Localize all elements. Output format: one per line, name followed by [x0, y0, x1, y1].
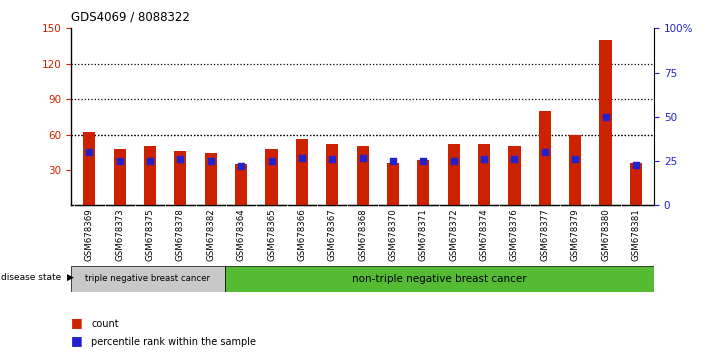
Text: non-triple negative breast cancer: non-triple negative breast cancer: [352, 274, 527, 284]
Bar: [114, 149, 126, 205]
Text: GSM678382: GSM678382: [206, 208, 215, 261]
Point: [448, 158, 459, 164]
Bar: [265, 149, 277, 205]
Text: GSM678380: GSM678380: [601, 208, 610, 261]
Point: [144, 158, 156, 164]
Text: GSM678372: GSM678372: [449, 208, 458, 261]
Point: [570, 156, 581, 162]
Point: [539, 149, 550, 155]
Point: [205, 158, 216, 164]
Text: GSM678374: GSM678374: [480, 208, 488, 261]
Text: triple negative breast cancer: triple negative breast cancer: [85, 274, 210, 283]
Text: GSM678381: GSM678381: [631, 208, 641, 261]
Text: GSM678366: GSM678366: [297, 208, 306, 261]
Text: GSM678368: GSM678368: [358, 208, 367, 261]
Point: [266, 158, 277, 164]
Point: [417, 158, 429, 164]
Point: [84, 149, 95, 155]
Point: [600, 114, 611, 120]
Text: percentile rank within the sample: percentile rank within the sample: [91, 337, 256, 347]
Bar: [387, 163, 399, 205]
Point: [175, 156, 186, 162]
Bar: [83, 132, 95, 205]
Text: GSM678376: GSM678376: [510, 208, 519, 261]
Point: [114, 158, 125, 164]
Bar: [144, 146, 156, 205]
Point: [509, 156, 520, 162]
Bar: [205, 153, 217, 205]
Text: GSM678375: GSM678375: [146, 208, 154, 261]
Text: GSM678378: GSM678378: [176, 208, 185, 261]
Bar: [448, 144, 460, 205]
Text: GSM678377: GSM678377: [540, 208, 550, 261]
Text: GSM678364: GSM678364: [237, 208, 245, 261]
Bar: [478, 144, 490, 205]
Bar: [417, 160, 429, 205]
Text: GDS4069 / 8088322: GDS4069 / 8088322: [71, 11, 190, 24]
Text: GSM678369: GSM678369: [85, 208, 94, 261]
Text: GSM678370: GSM678370: [388, 208, 397, 261]
Bar: [569, 135, 581, 205]
Text: GSM678373: GSM678373: [115, 208, 124, 261]
Text: disease state  ▶: disease state ▶: [1, 273, 73, 282]
Bar: [174, 151, 186, 205]
Bar: [235, 164, 247, 205]
Bar: [225, 266, 654, 292]
Point: [630, 162, 641, 167]
Point: [235, 164, 247, 169]
Bar: [356, 146, 369, 205]
Text: GSM678367: GSM678367: [328, 208, 337, 261]
Text: ■: ■: [71, 334, 83, 347]
Text: GSM678371: GSM678371: [419, 208, 428, 261]
Bar: [630, 163, 642, 205]
Bar: [71, 266, 225, 292]
Point: [479, 156, 490, 162]
Text: GSM678379: GSM678379: [571, 208, 579, 261]
Point: [357, 155, 368, 160]
Text: ■: ■: [71, 316, 83, 329]
Point: [387, 158, 399, 164]
Bar: [539, 111, 551, 205]
Bar: [296, 139, 308, 205]
Text: GSM678365: GSM678365: [267, 208, 276, 261]
Bar: [326, 144, 338, 205]
Bar: [599, 40, 611, 205]
Bar: [508, 146, 520, 205]
Point: [326, 156, 338, 162]
Point: [296, 155, 308, 160]
Text: count: count: [91, 319, 119, 329]
